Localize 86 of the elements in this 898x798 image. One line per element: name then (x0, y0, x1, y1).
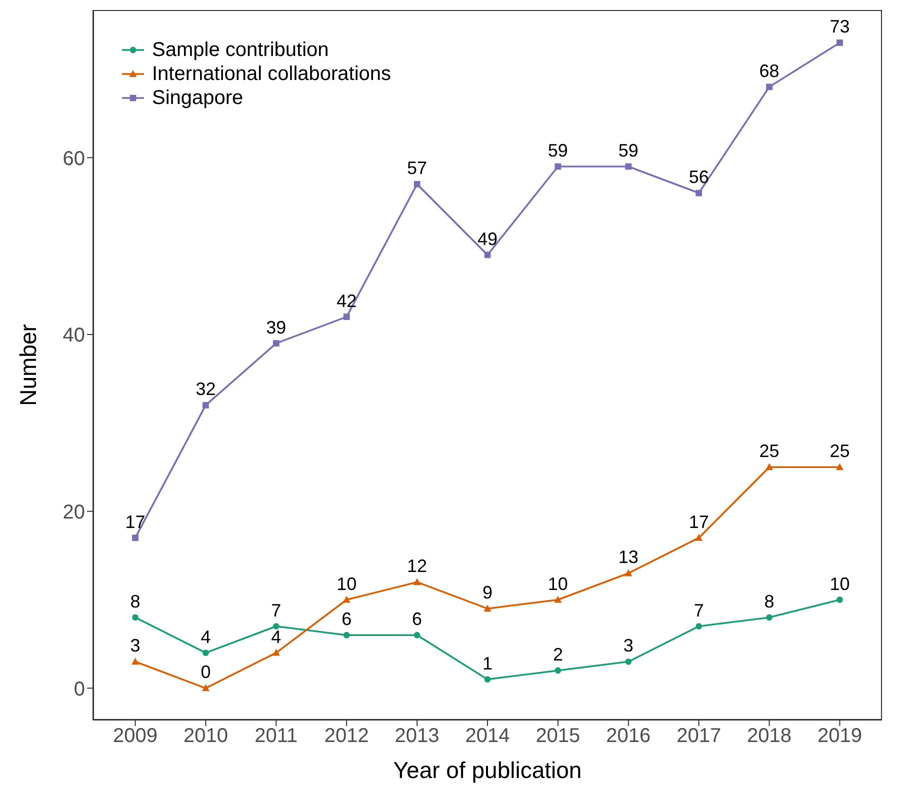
data-label: 59 (618, 140, 638, 160)
x-tick-label: 2010 (183, 725, 228, 748)
point (766, 84, 772, 90)
x-tick-label: 2016 (606, 725, 651, 748)
data-label: 25 (759, 441, 780, 462)
data-label: 4 (271, 626, 282, 647)
x-tick-label: 2014 (465, 725, 510, 748)
x-tick-label: 2018 (747, 725, 792, 748)
y-tick-label: 20 (62, 501, 85, 524)
point (413, 578, 421, 586)
point (696, 190, 702, 196)
x-axis-title: Year of publication (393, 757, 582, 783)
point (272, 340, 280, 347)
data-label: 8 (764, 591, 774, 612)
y-tick-label: 0 (74, 678, 85, 700)
point (272, 623, 280, 630)
data-label: 42 (336, 290, 357, 311)
point (343, 314, 350, 320)
x-tick-label: 2011 (254, 725, 298, 748)
data-label: 25 (830, 441, 850, 462)
data-label: 10 (830, 574, 850, 594)
point (202, 402, 209, 408)
point (484, 676, 491, 683)
point (484, 252, 491, 258)
data-label: 17 (688, 512, 709, 532)
point (131, 658, 140, 665)
data-label: 6 (412, 609, 422, 630)
legend-label: International collaborations (152, 62, 392, 86)
x-tick-label: 2013 (394, 725, 440, 748)
point (836, 596, 843, 603)
data-label: 57 (407, 158, 428, 178)
point (836, 40, 843, 46)
data-label: 3 (130, 636, 140, 656)
legend-label: Sample contribution (152, 38, 329, 62)
point (554, 163, 562, 170)
point (554, 667, 562, 674)
data-label: 49 (477, 228, 498, 249)
data-label: 7 (694, 600, 704, 620)
data-label: 13 (618, 547, 638, 568)
data-label: 12 (407, 556, 428, 576)
point (696, 623, 702, 630)
x-tick-label: 2015 (536, 725, 580, 748)
x-tick-label: 2009 (113, 725, 158, 748)
data-label: 1 (482, 653, 493, 674)
data-label: 32 (196, 379, 216, 400)
data-label: 59 (548, 140, 568, 160)
data-label: 10 (548, 574, 568, 594)
point (272, 648, 280, 656)
point (836, 463, 844, 470)
point (342, 596, 350, 603)
point (625, 163, 632, 170)
y-tick-label: 60 (62, 148, 85, 170)
point (625, 658, 632, 665)
data-label: 0 (200, 662, 211, 682)
data-label: 4 (200, 626, 211, 647)
point (202, 650, 209, 656)
x-tick-label: 2017 (676, 725, 722, 748)
y-axis-title: Number (15, 324, 42, 406)
legend-label: Singapore (152, 86, 244, 110)
point (132, 534, 138, 542)
data-label: 39 (266, 317, 286, 338)
point (343, 632, 350, 638)
data-label: 56 (688, 167, 709, 188)
data-label: 73 (830, 16, 850, 37)
data-label: 10 (336, 574, 357, 594)
data-label: 6 (342, 609, 352, 630)
point (414, 180, 420, 188)
x-tick-label: 2012 (324, 725, 369, 748)
data-label: 17 (125, 512, 146, 532)
point (132, 614, 138, 621)
point (624, 569, 632, 576)
point (202, 684, 210, 692)
point (695, 534, 703, 541)
data-label: 9 (482, 582, 493, 603)
point (554, 596, 562, 603)
data-label: 2 (552, 644, 563, 664)
point (484, 604, 492, 612)
point (414, 632, 420, 638)
x-tick-label: 2019 (817, 725, 862, 748)
point (766, 614, 772, 621)
data-label: 8 (130, 591, 140, 612)
data-label: 7 (271, 600, 282, 620)
y-tick-label: 40 (62, 324, 85, 347)
data-label: 68 (759, 60, 780, 81)
data-label: 3 (623, 636, 634, 656)
point (765, 463, 774, 470)
